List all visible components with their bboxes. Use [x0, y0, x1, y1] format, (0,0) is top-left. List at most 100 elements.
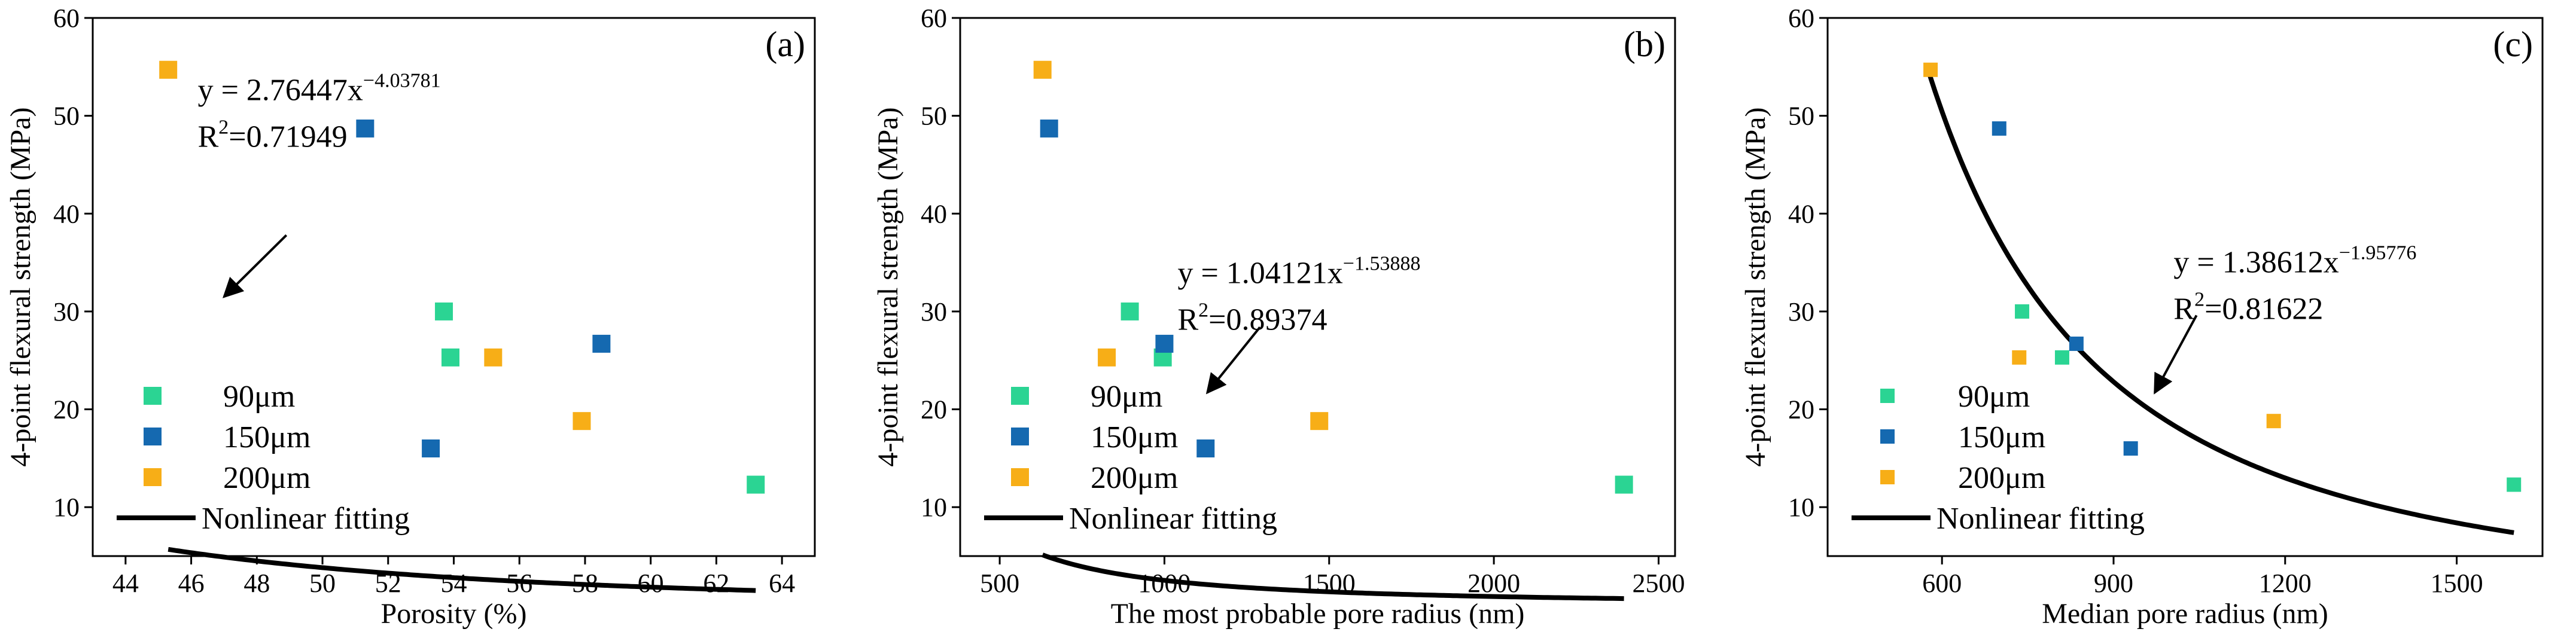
- x-tick-label: 50: [309, 569, 336, 598]
- fit-curve: [1925, 68, 2514, 535]
- r-squared-superscript: 2: [218, 116, 229, 138]
- fit-r-squared: R2=0.89374: [1177, 299, 1327, 337]
- x-tick-label: 600: [1922, 569, 1962, 598]
- y-tick-label: 30: [53, 297, 80, 326]
- data-point-150μm: [1155, 334, 1174, 353]
- r-squared-superscript: 2: [1198, 299, 1208, 321]
- legend-label: 150μm: [1958, 420, 2045, 454]
- legend-label: Nonlinear fitting: [202, 502, 410, 536]
- data-point-200μm: [1098, 348, 1116, 367]
- data-point-150μm: [2123, 441, 2138, 456]
- y-tick-label: 40: [1788, 199, 1814, 228]
- y-tick-label: 30: [921, 297, 947, 326]
- data-point-200μm: [2266, 414, 2281, 429]
- r-squared-value: =0.71949: [229, 120, 347, 154]
- legend-label: 200μm: [1958, 461, 2045, 495]
- legend-label: 150μm: [1091, 420, 1178, 454]
- data-point-150μm: [1040, 119, 1058, 138]
- r-squared-symbol: R: [2173, 292, 2194, 326]
- plot-frame: [959, 17, 1676, 557]
- r-squared-symbol: R: [198, 120, 219, 154]
- y-axis-title: 4-point flexural strength (MPa): [872, 107, 904, 466]
- data-point-200μm: [1923, 62, 1938, 77]
- fit-equation-base: y = 1.04121x: [1177, 256, 1342, 290]
- y-tick-label: 20: [1788, 395, 1814, 425]
- y-tick-label: 10: [921, 493, 947, 522]
- fit-equation-base: y = 2.76447x: [198, 73, 363, 107]
- x-tick-label: 62: [703, 569, 729, 598]
- legend-marker-150μm: [1880, 429, 1895, 444]
- annotation-arrow: [2154, 315, 2198, 395]
- panel-label: (a): [765, 25, 805, 64]
- y-tick-label: 10: [53, 493, 80, 522]
- data-point-90μm: [2015, 304, 2030, 319]
- data-point-90μm: [2054, 350, 2069, 365]
- legend-marker-90μm: [144, 387, 162, 405]
- x-tick-label: 1500: [2431, 569, 2483, 598]
- fit-curve: [1042, 552, 1624, 602]
- legend-label: Nonlinear fitting: [1069, 502, 1277, 536]
- fit-r-squared: R2=0.71949: [198, 116, 348, 154]
- data-point-90μm: [747, 475, 765, 494]
- plot-frame: [1826, 17, 2544, 557]
- panel-label: (b): [1624, 25, 1665, 64]
- legend-marker-150μm: [1011, 428, 1029, 445]
- data-point-200μm: [1310, 412, 1329, 431]
- y-tick-label: 30: [1788, 297, 1814, 326]
- y-tick-label: 10: [1788, 493, 1814, 522]
- legend-label: 150μm: [223, 420, 310, 454]
- legend-marker-200μm: [1880, 470, 1895, 484]
- x-tick-label: 46: [178, 569, 205, 598]
- x-tick-label: 2500: [1632, 569, 1685, 598]
- fit-equation: y = 2.76447x−4.03781: [198, 69, 441, 107]
- y-axis-title: 4-point flexural strength (MPa): [1740, 107, 1771, 466]
- y-tick-label: 60: [53, 4, 80, 33]
- data-point-90μm: [1615, 475, 1633, 494]
- x-axis-title: Median pore radius (nm): [2042, 598, 2328, 630]
- data-point-150μm: [356, 119, 374, 138]
- x-tick-label: 1200: [2259, 569, 2312, 598]
- legend-label: Nonlinear fitting: [1936, 502, 2145, 536]
- data-point-200μm: [1033, 60, 1052, 79]
- data-point-90μm: [435, 302, 453, 320]
- data-point-150μm: [1992, 121, 2006, 136]
- data-point-150μm: [422, 439, 440, 457]
- panel-label: (c): [2493, 25, 2533, 64]
- y-tick-label: 60: [921, 4, 947, 33]
- x-tick-label: 54: [441, 569, 467, 598]
- annotation-arrow: [1205, 326, 1261, 395]
- x-tick-label: 900: [2094, 569, 2133, 598]
- data-point-200μm: [2012, 350, 2027, 365]
- legend-marker-90μm: [1011, 387, 1029, 405]
- data-point-90μm: [2507, 477, 2522, 492]
- r-squared-value: =0.81622: [2204, 292, 2323, 326]
- fit-equation: y = 1.04121x−1.53888: [1177, 252, 1420, 290]
- legend-label: 200μm: [1091, 461, 1178, 495]
- legend-label: 90μm: [223, 380, 295, 414]
- legend-label: 90μm: [1958, 380, 2030, 414]
- x-axis-title: Porosity (%): [381, 598, 527, 630]
- fit-r-squared: R2=0.81622: [2173, 288, 2323, 326]
- x-axis-title: The most probable pore radius (nm): [1111, 598, 1525, 630]
- legend-label: 90μm: [1091, 380, 1162, 414]
- y-tick-label: 20: [53, 395, 80, 425]
- x-tick-label: 48: [243, 569, 270, 598]
- legend-marker-150μm: [144, 428, 162, 445]
- data-point-150μm: [592, 334, 611, 353]
- data-point-150μm: [1196, 439, 1215, 457]
- y-tick-label: 60: [1788, 4, 1814, 33]
- y-axis-title: 4-point flexural strength (MPa): [5, 107, 36, 466]
- chart-panel-1: 44 46 48 50 52 54 56 58 60 62 64102030405060Porosi…: [5, 4, 816, 630]
- x-tick-label: 44: [112, 569, 139, 598]
- y-tick-label: 40: [921, 199, 947, 228]
- fit-equation-base: y = 1.38612x: [2173, 245, 2339, 279]
- r-squared-symbol: R: [1177, 303, 1198, 337]
- legend-marker-90μm: [1880, 389, 1895, 403]
- fit-curve: [168, 547, 756, 593]
- y-tick-label: 50: [921, 102, 947, 131]
- fit-equation-exponent: −1.95776: [2339, 242, 2417, 264]
- y-tick-label: 20: [921, 395, 947, 425]
- y-tick-label: 50: [1788, 102, 1814, 131]
- data-point-150μm: [2069, 336, 2084, 351]
- legend-marker-200μm: [1011, 468, 1029, 486]
